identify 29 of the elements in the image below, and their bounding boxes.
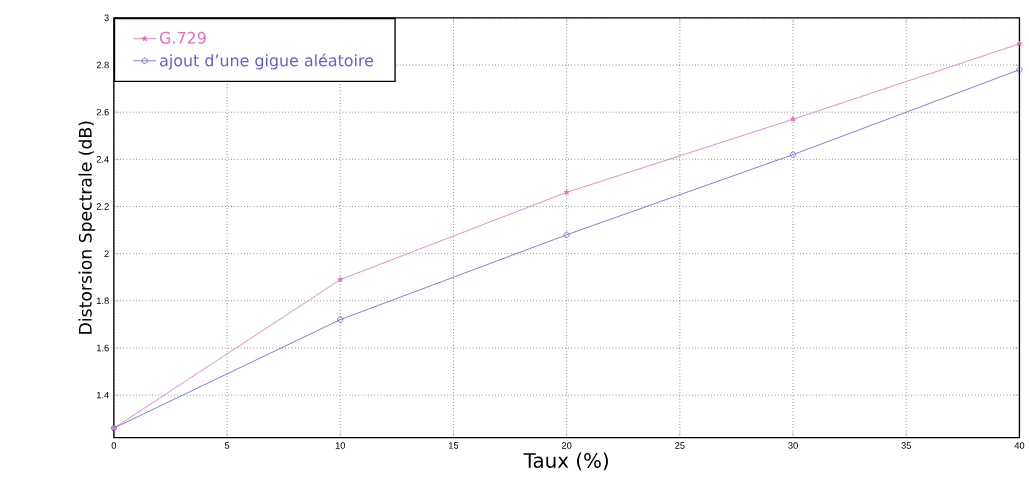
y-axis-title: Distorsion Spectrale (dB): [78, 121, 96, 334]
point: [337, 276, 344, 282]
y-tick-label: 2.2: [96, 203, 109, 210]
x-tick-label: 15: [449, 442, 459, 449]
x-tick-label: 5: [224, 442, 230, 449]
point: [337, 316, 344, 323]
x-tick-label: 30: [788, 442, 798, 449]
y-tick-label: 3: [104, 14, 109, 21]
point: [563, 231, 570, 238]
y-tick-label: 1.4: [97, 391, 109, 399]
y-tick-label: 2.4: [96, 155, 109, 163]
x-tick-label: 0: [111, 442, 117, 449]
y-tick-label: 1.6: [97, 344, 109, 351]
point: [1016, 40, 1023, 47]
x-tick-label: 40: [1014, 442, 1025, 449]
x-axis-title: Taux (%): [523, 452, 608, 471]
y-tick-label: 2: [104, 250, 109, 257]
legend-label: G.729: [160, 31, 206, 44]
point: [563, 189, 570, 195]
x-tick-label: 25: [675, 442, 685, 449]
y-tick-label: 1.8: [97, 297, 109, 304]
x-tick-label: 20: [561, 442, 572, 449]
x-tick-label: 10: [335, 442, 346, 449]
point: [790, 115, 796, 122]
x-tick-label: 35: [901, 442, 911, 449]
point: [790, 151, 797, 158]
y-tick-label: 2.8: [96, 61, 109, 69]
legend-label: ajout d’une gigue aléatoire: [160, 53, 374, 70]
y-tick-label: 2.6: [96, 108, 109, 116]
